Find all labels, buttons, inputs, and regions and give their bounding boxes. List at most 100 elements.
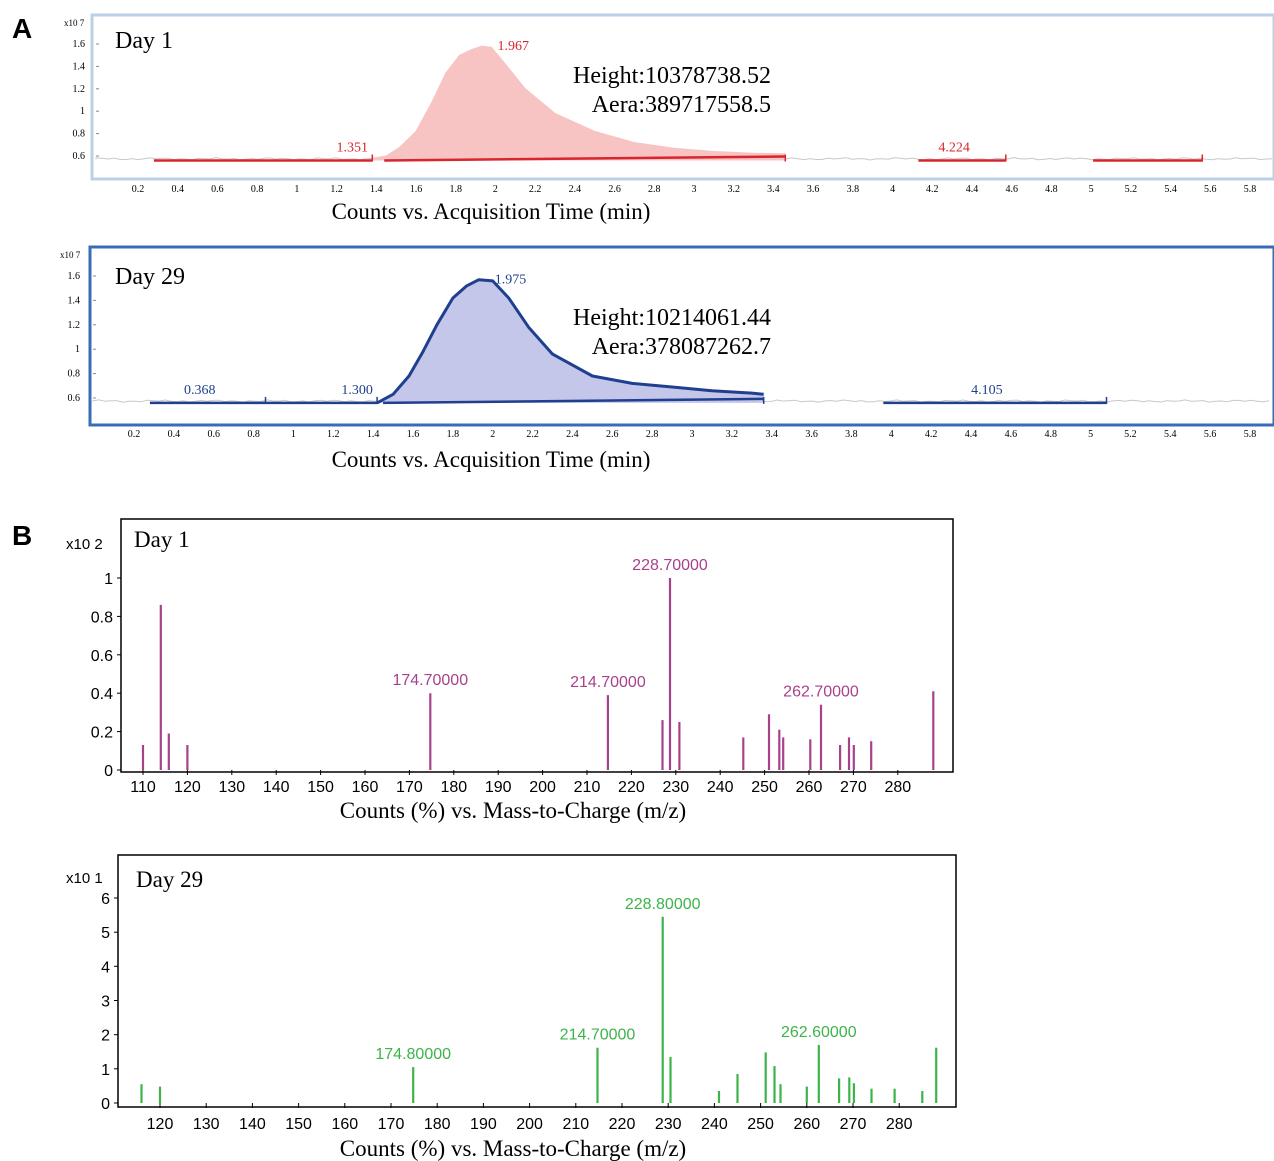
x-tick-label: 2.8 (648, 184, 661, 195)
peak-area-fill (372, 46, 786, 161)
x-tick-label: 2.4 (566, 429, 579, 440)
day-label: Day 1 (115, 28, 173, 54)
panel-label-a: A (12, 13, 32, 44)
x-tick-label: 0.4 (171, 184, 184, 195)
x-tick-label: 140 (263, 779, 290, 796)
x-tick-label: 5.8 (1244, 184, 1257, 195)
x-tick-label: 2 (490, 429, 495, 440)
y-tick-label: 1 (80, 106, 85, 117)
x-tick-label: 3.8 (847, 184, 860, 195)
x-tick-label: 130 (193, 1116, 220, 1133)
x-tick-label: 5 (1089, 184, 1094, 195)
x-tick-label: 120 (174, 779, 201, 796)
x-tick-label: 5.2 (1125, 184, 1138, 195)
x-tick-label: 270 (840, 1116, 867, 1133)
x-tick-label: 280 (884, 779, 911, 796)
x-tick-label: 280 (886, 1116, 913, 1133)
x-tick-label: 4.8 (1044, 429, 1057, 440)
x-tick-label: 190 (485, 779, 512, 796)
x-tick-label: 2.2 (529, 184, 542, 195)
y-tick-label: 6 (101, 891, 110, 908)
x-tick-label: 110 (130, 779, 156, 796)
spectrum-peak-label: 262.60000 (781, 1024, 857, 1041)
x-tick-label: 3 (692, 184, 697, 195)
chromatogram-day29-frame (88, 245, 1274, 427)
x-tick-label: 1.2 (327, 429, 340, 440)
y-tick-label: 0.8 (68, 369, 81, 380)
day-label: Day 29 (136, 867, 203, 892)
x-axis-label: Counts (%) vs. Mass-to-Charge (m/z) (340, 1136, 686, 1161)
x-tick-label: 4.4 (966, 184, 979, 195)
x-tick-label: 5.4 (1164, 429, 1177, 440)
x-tick-label: 2 (493, 184, 498, 195)
x-tick-label: 220 (609, 1116, 636, 1133)
x-tick-label: 0.2 (132, 184, 145, 195)
x-tick-label: 0.6 (207, 429, 220, 440)
x-axis-label: Counts (%) vs. Mass-to-Charge (m/z) (340, 798, 686, 823)
x-tick-label: 4.4 (965, 429, 978, 440)
integration-baseline (383, 397, 764, 405)
y-tick-label: 0.2 (91, 725, 113, 742)
y-tick-label: 1.4 (73, 61, 86, 72)
peak-apex-label: 1.975 (495, 273, 527, 288)
x-tick-label: 5.6 (1204, 184, 1217, 195)
peak-trace-line (372, 45, 786, 159)
x-tick-label: 3.8 (845, 429, 858, 440)
chromatogram-day29: 0.368 1.300 4.105 1.975 Height:10214061.44 Ae… (60, 245, 1274, 472)
spectrum-peak-label: 214.70000 (560, 1027, 636, 1044)
spectrum-peak-label: 174.70000 (392, 672, 468, 689)
x-tick-label: 170 (378, 1116, 405, 1133)
x-tick-label: 160 (352, 779, 379, 796)
x-tick-label: 1.4 (367, 429, 380, 440)
y-tick-label: 1 (104, 571, 113, 588)
spectrum-day29-frame (117, 854, 957, 1108)
x-tick-label: 2.6 (608, 184, 621, 195)
x-tick-label: 4.2 (926, 184, 939, 195)
x-tick-label: 3.6 (805, 429, 818, 440)
y-tick-label: 0 (101, 1096, 110, 1113)
x-tick-label: 5 (1088, 429, 1093, 440)
peak-apex-label: 1.967 (498, 39, 530, 54)
x-tick-label: 3.4 (765, 429, 778, 440)
y-tick-label: 3 (101, 994, 110, 1011)
x-tick-label: 2.4 (569, 184, 582, 195)
y-tick-label: 1.4 (68, 295, 81, 306)
x-tick-label: 0.8 (251, 184, 264, 195)
x-tick-label: 2.8 (646, 429, 659, 440)
x-tick-label: 240 (701, 1116, 728, 1133)
x-tick-label: 190 (470, 1116, 497, 1133)
x-tick-label: 4.2 (925, 429, 938, 440)
spectrum-day1: 174.70000 214.70000 228.70000 262.70000 0 0.2… (66, 518, 954, 823)
x-axis-label: Counts vs. Acquisition Time (min) (332, 199, 651, 224)
x-tick-label: 3.2 (727, 184, 740, 195)
x-tick-label: 230 (662, 779, 689, 796)
x-tick-label: 130 (218, 779, 245, 796)
x-tick-label: 250 (747, 1116, 774, 1133)
y-exponent-label: x10 1 (66, 870, 103, 887)
segment-rt-label: 4.224 (938, 141, 970, 156)
segment-rt-label: 1.351 (337, 141, 369, 156)
chromatogram-day1: 1.351 4.2241.967Height:10378738.52Aera:38… (64, 13, 1274, 224)
x-tick-label: 1.4 (370, 184, 383, 195)
x-tick-label: 1.6 (407, 429, 420, 440)
x-tick-label: 5.6 (1204, 429, 1217, 440)
spectrum-peak-label: 262.70000 (783, 684, 859, 701)
x-tick-label: 180 (440, 779, 467, 796)
x-tick-label: 4.6 (1005, 184, 1018, 195)
x-tick-label: 1.6 (410, 184, 423, 195)
y-tick-label: 0.4 (91, 686, 113, 703)
peak-area-fill (377, 279, 764, 403)
x-tick-label: 5.4 (1164, 184, 1177, 195)
day-label: Day 29 (115, 264, 185, 290)
y-tick-label: 1 (101, 1062, 110, 1079)
x-tick-label: 170 (396, 779, 423, 796)
panel-label-b: B (12, 520, 32, 551)
y-tick-label: 1.2 (68, 320, 81, 331)
x-tick-label: 220 (618, 779, 645, 796)
peak-area-text: Aera:389717558.5 (592, 92, 771, 118)
x-tick-label: 5.8 (1244, 429, 1257, 440)
x-tick-label: 260 (796, 779, 823, 796)
y-tick-label: 0.8 (91, 609, 113, 626)
x-tick-label: 1 (291, 429, 296, 440)
